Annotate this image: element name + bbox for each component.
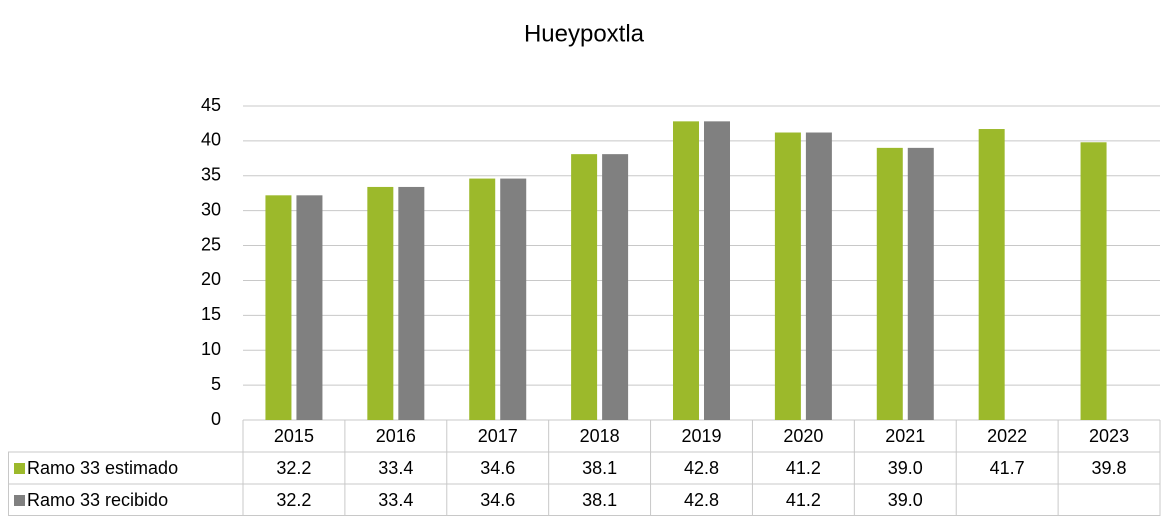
bar [774, 132, 801, 420]
bar [571, 154, 598, 420]
y-tick-label: 35 [201, 165, 221, 185]
table-value: 32.2 [276, 490, 311, 510]
y-tick-label: 20 [201, 269, 221, 289]
table-value: 34.6 [480, 490, 515, 510]
x-tick-label: 2021 [885, 426, 925, 446]
table-value: 33.4 [378, 490, 413, 510]
x-tick-label: 2016 [376, 426, 416, 446]
bar [296, 195, 323, 420]
table-value: 39.8 [1092, 458, 1127, 478]
bar [704, 121, 730, 421]
bar [367, 186, 394, 420]
table-value: 34.6 [480, 458, 515, 478]
y-tick-label: 45 [201, 95, 221, 115]
legend-label: Ramo 33 recibido [27, 490, 168, 510]
table-value: 41.7 [990, 458, 1025, 478]
bar [907, 147, 934, 420]
bar [602, 154, 629, 420]
chart-title: Hueypoxtla [524, 20, 645, 47]
x-tick-label: 2017 [478, 426, 518, 446]
table-value: 38.1 [582, 458, 617, 478]
bar [500, 178, 527, 420]
y-tick-label: 5 [211, 374, 221, 394]
table-value: 42.8 [684, 490, 719, 510]
x-tick-label: 2020 [783, 426, 823, 446]
x-tick-label: 2019 [681, 426, 721, 446]
bar [265, 195, 292, 420]
y-tick-label: 0 [211, 409, 221, 429]
bar [469, 178, 496, 420]
x-tick-label: 2018 [580, 426, 620, 446]
bar [1080, 142, 1107, 421]
bar [673, 121, 699, 421]
table-value: 33.4 [378, 458, 413, 478]
y-tick-label: 30 [201, 199, 221, 219]
table-value: 41.2 [786, 490, 821, 510]
legend-swatch [14, 495, 25, 506]
bar [876, 147, 903, 420]
y-tick-label: 10 [201, 339, 221, 359]
table-value: 39.0 [888, 458, 923, 478]
x-tick-label: 2015 [274, 426, 314, 446]
y-tick-label: 15 [201, 304, 221, 324]
bar [805, 132, 832, 420]
table-value: 32.2 [276, 458, 311, 478]
legend-label: Ramo 33 estimado [27, 458, 178, 478]
y-tick-label: 25 [201, 234, 221, 254]
x-tick-label: 2022 [987, 426, 1027, 446]
x-tick-label: 2023 [1089, 426, 1129, 446]
bar [978, 129, 1005, 420]
legend-swatch [14, 463, 25, 474]
bar [398, 186, 425, 420]
table-value: 42.8 [684, 458, 719, 478]
table-value: 39.0 [888, 490, 923, 510]
y-tick-label: 40 [201, 130, 221, 150]
table-value: 38.1 [582, 490, 617, 510]
table-value: 41.2 [786, 458, 821, 478]
